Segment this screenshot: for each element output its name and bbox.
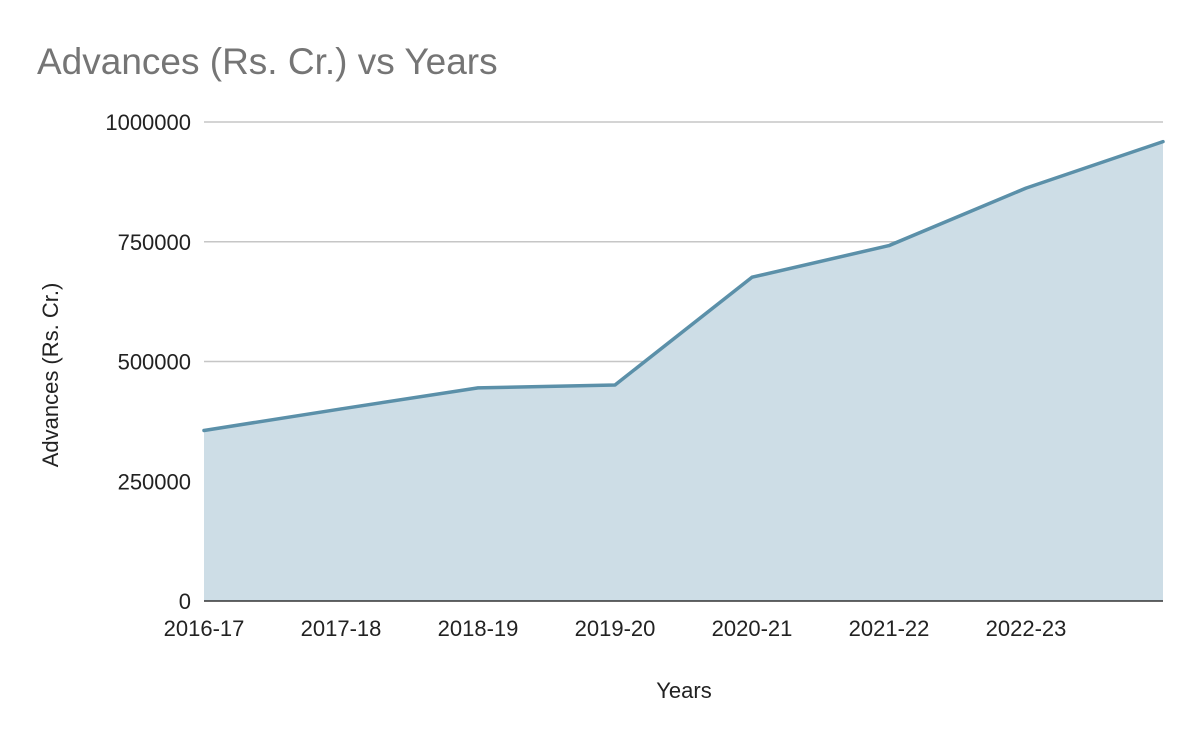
y-tick-label-500000: 500000: [118, 350, 191, 375]
data-point-6: [1024, 186, 1028, 190]
data-points: [202, 140, 1165, 432]
data-point-2: [476, 386, 480, 390]
series-line: [202, 139, 1165, 433]
data-point-7: [1161, 140, 1165, 144]
data-point-5: [887, 244, 891, 248]
y-axis-title: Advances (Rs. Cr.): [38, 283, 63, 468]
y-tick-label-0: 0: [179, 589, 191, 614]
data-point-3: [613, 383, 617, 387]
x-tick-label-2022-23: 2022-23: [986, 616, 1067, 641]
x-tick-label-2021-22: 2021-22: [849, 616, 930, 641]
x-tick-label-2016-17: 2016-17: [164, 616, 245, 641]
series-area-fill: [204, 141, 1163, 601]
y-tick-label-250000: 250000: [118, 469, 191, 494]
x-tick-label-2018-19: 2018-19: [438, 616, 519, 641]
x-axis-title: Years: [656, 678, 711, 703]
y-tick-label-1000000: 1000000: [105, 110, 191, 135]
x-tick-label-2020-21: 2020-21: [712, 616, 793, 641]
y-tick-label-750000: 750000: [118, 230, 191, 255]
x-tick-label-2017-18: 2017-18: [301, 616, 382, 641]
data-point-1: [339, 407, 343, 411]
x-tick-label-2019-20: 2019-20: [575, 616, 656, 641]
chart-title: Advances (Rs. Cr.) vs Years: [37, 41, 498, 82]
data-point-0: [202, 428, 206, 432]
data-point-4: [750, 275, 754, 279]
x-tick-labels: 2016-17 2017-18 2018-19 2019-20 2020-21 2021-…: [164, 616, 1067, 641]
y-tick-labels: 0 250000 500000 750000 1000000: [105, 110, 191, 614]
